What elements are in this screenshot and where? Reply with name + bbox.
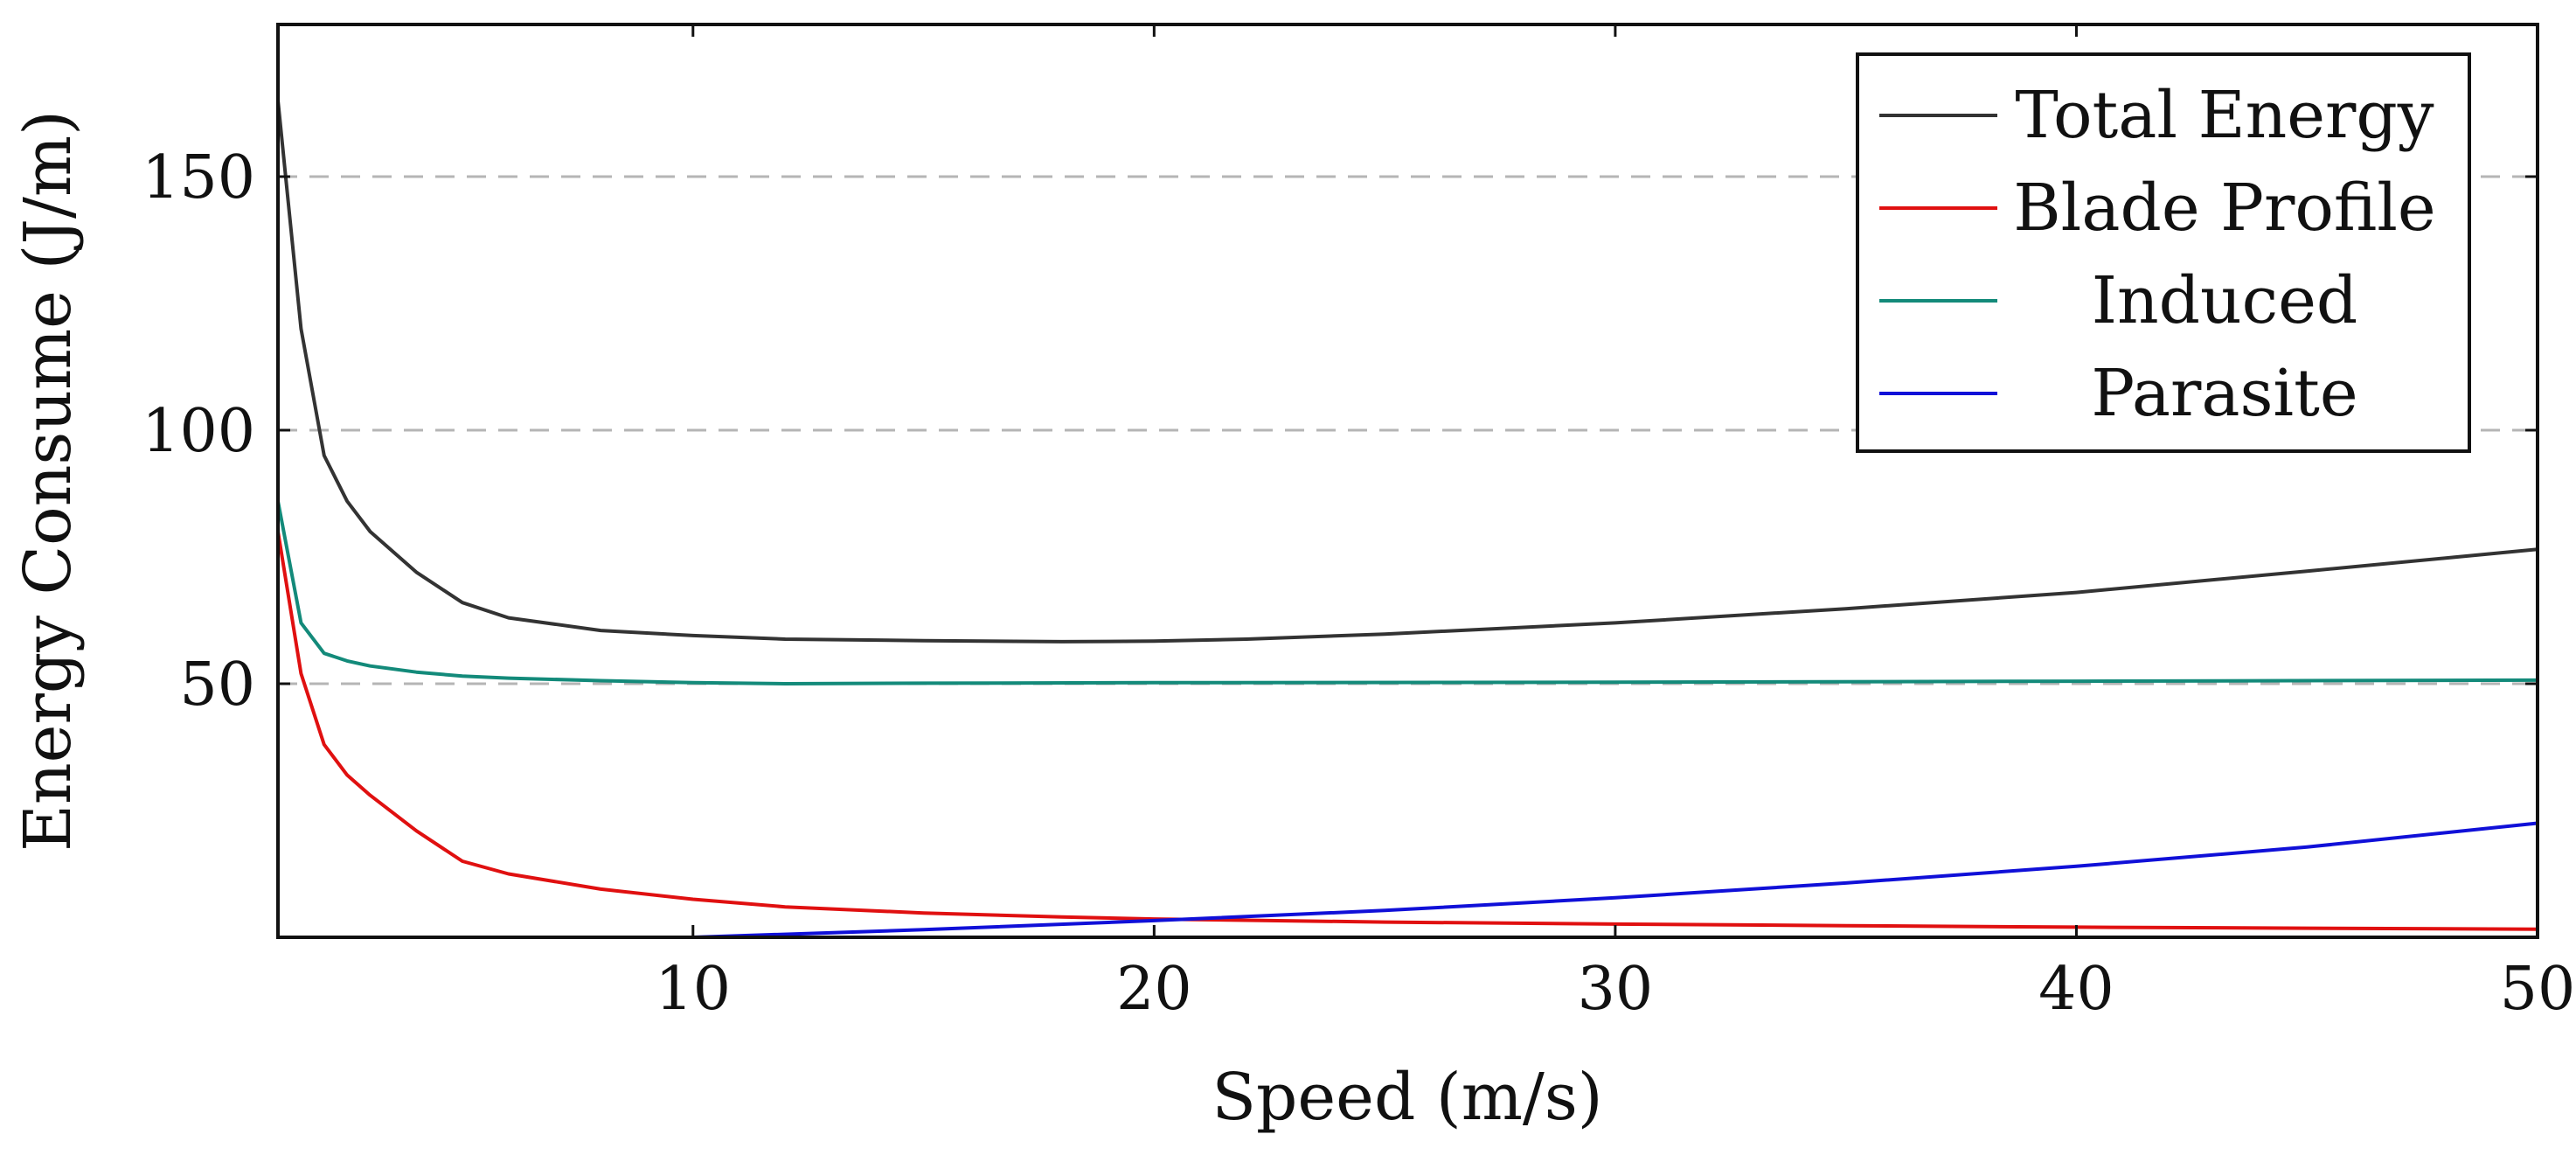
- legend-label: Induced: [2092, 263, 2358, 338]
- x-axis-title: Speed (m/s): [1212, 1060, 1602, 1135]
- series-line-total-energy: [276, 99, 2539, 644]
- legend-label: Parasite: [2091, 356, 2357, 431]
- series-line-induced: [276, 499, 2539, 685]
- legend-box: [1856, 52, 2471, 453]
- series-line-blade-profile: [276, 530, 2539, 931]
- legend-label: Total Energy: [2015, 78, 2434, 153]
- y-tick-label: 100: [142, 397, 255, 466]
- y-axis-title: Energy Consume (J/m): [10, 110, 86, 852]
- x-tick-label: 30: [1578, 955, 1654, 1024]
- y-tick-label: 50: [179, 651, 255, 720]
- y-tick-label: 150: [142, 143, 255, 212]
- x-tick-label: 20: [1116, 955, 1192, 1024]
- x-tick-label: 10: [656, 955, 732, 1024]
- axis-ticks: 50 100 150 10 20 30 40 50: [142, 24, 2575, 1024]
- x-tick-label: 40: [2038, 955, 2114, 1024]
- legend-label: Blade Profile: [2013, 170, 2435, 246]
- plot-frame: [276, 23, 2539, 939]
- x-tick-label: 50: [2500, 955, 2576, 1024]
- series-lines: [276, 99, 2539, 939]
- series-line-parasite: [691, 821, 2539, 939]
- legend: Total Energy Blade Profile Induced Parasite: [1856, 52, 2471, 453]
